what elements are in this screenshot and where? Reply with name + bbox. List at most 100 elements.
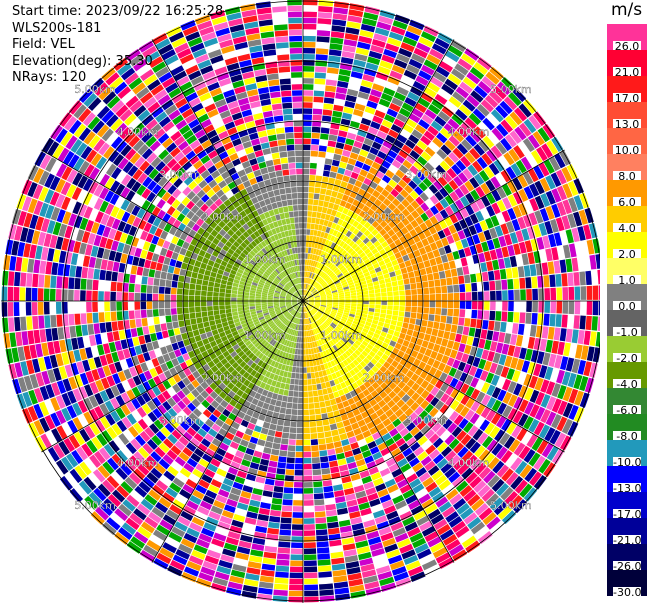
velocity-cell xyxy=(140,284,147,293)
velocity-cell xyxy=(308,391,314,397)
velocity-cell xyxy=(454,210,464,221)
velocity-cell xyxy=(362,18,377,27)
velocity-cell xyxy=(278,456,287,463)
velocity-cell xyxy=(26,273,33,287)
velocity-cell xyxy=(409,86,423,97)
velocity-cell xyxy=(341,258,348,265)
velocity-cell xyxy=(501,468,514,482)
velocity-cell xyxy=(291,372,296,379)
velocity-cell xyxy=(315,523,327,530)
velocity-cell xyxy=(308,354,313,361)
velocity-cell xyxy=(284,481,294,488)
velocity-cell xyxy=(320,382,327,389)
velocity-cell xyxy=(303,223,307,229)
velocity-cell xyxy=(374,308,381,313)
velocity-cell xyxy=(299,312,302,319)
velocity-cell xyxy=(500,366,510,378)
velocity-cell xyxy=(418,361,427,370)
velocity-cell xyxy=(511,218,521,232)
velocity-cell xyxy=(308,298,315,300)
velocity-cell xyxy=(303,397,309,404)
velocity-cell xyxy=(45,328,53,342)
velocity-cell xyxy=(317,262,322,269)
velocity-cell xyxy=(524,240,533,253)
velocity-cell xyxy=(307,253,311,260)
velocity-cell xyxy=(412,416,423,426)
velocity-cell xyxy=(341,374,348,382)
velocity-cell xyxy=(324,321,330,327)
velocity-cell xyxy=(361,340,369,347)
velocity-cell xyxy=(356,288,363,293)
velocity-cell xyxy=(461,535,477,549)
velocity-cell xyxy=(329,539,342,547)
velocity-cell xyxy=(471,498,485,512)
velocity-cell xyxy=(383,207,392,216)
velocity-cell xyxy=(303,373,308,379)
velocity-cell xyxy=(331,338,337,345)
velocity-cell xyxy=(39,260,47,274)
velocity-cell xyxy=(533,363,542,377)
velocity-cell xyxy=(333,378,340,385)
velocity-cell xyxy=(366,530,380,540)
velocity-cell xyxy=(315,313,320,319)
velocity-cell xyxy=(312,384,318,391)
velocity-cell xyxy=(421,319,428,327)
velocity-cell xyxy=(451,113,464,126)
velocity-cell xyxy=(394,408,404,418)
velocity-cell xyxy=(363,337,371,344)
velocity-cell xyxy=(328,202,335,209)
velocity-cell xyxy=(249,303,255,307)
velocity-cell xyxy=(389,254,397,262)
velocity-cell xyxy=(322,314,328,319)
velocity-cell xyxy=(419,346,427,355)
velocity-cell xyxy=(207,286,214,292)
velocity-cell xyxy=(427,273,434,281)
velocity-cell xyxy=(434,279,441,287)
velocity-cell xyxy=(522,171,534,185)
velocity-cell xyxy=(343,487,355,496)
velocity-cell xyxy=(243,304,249,308)
velocity-cell xyxy=(315,249,320,255)
velocity-cell xyxy=(321,331,326,338)
velocity-cell xyxy=(195,306,201,313)
velocity-cell xyxy=(261,301,267,304)
velocity-cell xyxy=(348,177,357,185)
velocity-cell xyxy=(456,430,467,442)
velocity-cell xyxy=(442,418,453,430)
velocity-cell xyxy=(349,362,356,369)
velocity-cell xyxy=(324,195,331,202)
velocity-cell xyxy=(296,324,300,331)
velocity-cell xyxy=(373,240,381,248)
velocity-cell xyxy=(398,442,410,453)
velocity-cell xyxy=(332,307,338,311)
velocity-cell xyxy=(267,429,276,437)
velocity-cell xyxy=(159,316,166,324)
velocity-cell xyxy=(427,536,442,548)
velocity-cell xyxy=(275,400,282,407)
velocity-cell xyxy=(350,325,357,331)
velocity-cell xyxy=(339,525,352,533)
velocity-cell xyxy=(331,257,337,264)
velocity-cell xyxy=(336,313,342,318)
velocity-cell xyxy=(416,140,428,151)
velocity-cell xyxy=(451,163,462,175)
velocity-cell xyxy=(468,112,482,126)
velocity-cell xyxy=(539,249,547,263)
velocity-cell xyxy=(410,243,419,252)
velocity-cell xyxy=(287,353,292,360)
velocity-cell xyxy=(161,264,169,273)
velocity-cell xyxy=(393,330,401,338)
velocity-cell xyxy=(324,267,330,273)
velocity-cell xyxy=(313,305,320,309)
velocity-cell xyxy=(13,287,20,301)
velocity-cell xyxy=(447,45,463,58)
velocity-cell xyxy=(426,53,441,66)
velocity-cell xyxy=(364,525,378,534)
velocity-cell xyxy=(483,166,495,179)
velocity-cell xyxy=(325,308,332,312)
velocity-cell xyxy=(460,383,470,394)
velocity-cell xyxy=(32,273,39,288)
velocity-cell xyxy=(197,273,204,280)
velocity-cell xyxy=(523,265,531,277)
velocity-cell xyxy=(165,315,172,323)
